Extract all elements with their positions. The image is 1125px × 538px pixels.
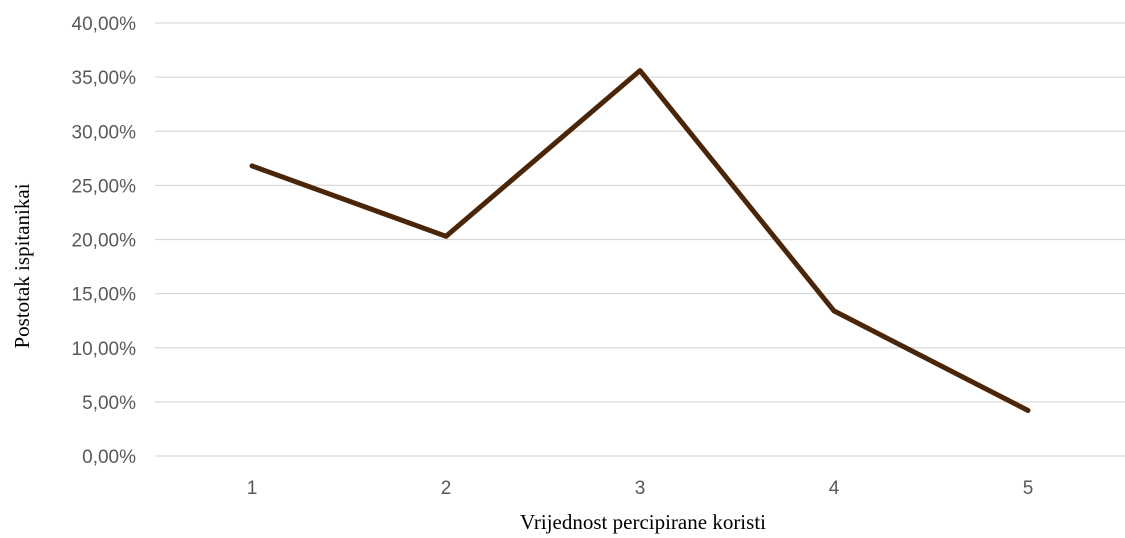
x-tick-label: 3 bbox=[635, 478, 646, 499]
y-axis-title: Postotak ispitanikai bbox=[10, 183, 34, 348]
y-tick-label: 20,00% bbox=[72, 231, 137, 252]
x-tick-label: 5 bbox=[1023, 478, 1034, 499]
series-line bbox=[249, 68, 1031, 413]
x-tick-label: 4 bbox=[829, 478, 840, 499]
x-tick-label: 1 bbox=[247, 478, 258, 499]
y-tick-label: 30,00% bbox=[72, 122, 137, 143]
x-axis-tick-labels: 1 2 3 4 5 bbox=[247, 478, 1034, 499]
y-tick-label: 10,00% bbox=[72, 339, 137, 360]
y-axis-tick-labels: 0,00% 5,00% 10,00% 15,00% 20,00% 25,00% 30,00%… bbox=[72, 14, 137, 468]
y-tick-label: 25,00% bbox=[72, 176, 137, 197]
y-tick-label: 35,00% bbox=[72, 68, 137, 89]
x-tick-label: 2 bbox=[441, 478, 452, 499]
gridlines bbox=[155, 22, 1125, 457]
x-axis-title: Vrijednost percipirane koristi bbox=[520, 510, 766, 534]
y-tick-label: 40,00% bbox=[72, 14, 137, 35]
y-tick-label: 5,00% bbox=[82, 393, 136, 414]
y-tick-label: 15,00% bbox=[72, 285, 137, 306]
y-tick-label: 0,00% bbox=[82, 447, 136, 468]
data-series bbox=[249, 68, 1031, 413]
